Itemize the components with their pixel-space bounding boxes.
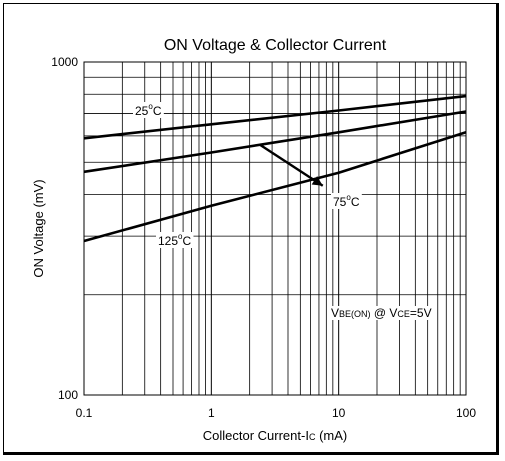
y-tick-label: 100: [58, 388, 78, 402]
y-tick-labels: 100 1000: [51, 55, 78, 402]
plot-border: [83, 61, 467, 396]
svg-text:VBE(ON) @ VCE=5V: VBE(ON) @ VCE=5V: [331, 306, 432, 320]
grid-lines: [84, 62, 466, 395]
x-axis-label: Collector Current-IC (mA): [203, 428, 347, 443]
y-tick-label: 1000: [51, 55, 78, 69]
series-line-25c: [83, 94, 467, 140]
chart-title: ON Voltage & Collector Current: [164, 37, 387, 54]
x-tick-label: 10: [332, 406, 346, 420]
series-line-75c: [83, 110, 467, 174]
svg-text:75oC: 75oC: [333, 193, 360, 209]
label-75c: 75oC: [331, 193, 362, 209]
temperature-arrow: [259, 143, 324, 187]
x-tick-label: 0.1: [76, 406, 93, 420]
test-condition-label: VBE(ON) @ VCE=5V: [329, 306, 434, 320]
arrow-head: [311, 176, 323, 186]
series-curves: [83, 94, 467, 243]
series-line-125c: [83, 131, 467, 243]
label-125c: 125oC: [156, 232, 194, 248]
arrow-shaft: [259, 143, 324, 187]
svg-text:125oC: 125oC: [158, 232, 191, 248]
y-axis-label: ON Voltage (mV): [31, 179, 46, 277]
label-25c: 25oC: [133, 102, 164, 118]
x-tick-labels: 0.1 1 10 100: [76, 406, 477, 420]
labels: ON Voltage & Collector Current 0.1 1 10 100…: [31, 37, 476, 443]
chart-frame: [3, 3, 499, 455]
svg-text:25oC: 25oC: [135, 102, 162, 118]
x-tick-label: 100: [456, 406, 476, 420]
x-tick-label: 1: [208, 406, 215, 420]
